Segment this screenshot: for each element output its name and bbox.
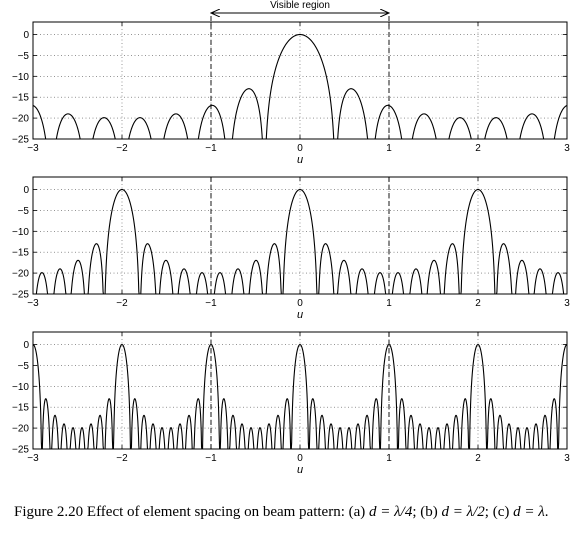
y-tick-label: −20 [12,114,29,125]
panel-b: −3 −2 −1 0 1 2 30−5−10−15−20−25u [12,176,570,321]
y-tick-label: −25 [12,445,29,456]
x-tick-label: 0 [297,143,303,154]
x-tick-label: −3 [27,298,39,309]
x-tick-label: 0 [297,298,303,309]
x-tick-label: 2 [475,453,481,464]
y-tick-label: 0 [23,340,29,351]
y-tick-label: −25 [12,135,29,146]
x-tick-label: −2 [116,143,128,154]
x-tick-label: −2 [116,453,128,464]
y-tick-label: −5 [18,361,30,372]
y-tick-label: −15 [12,403,29,414]
y-tick-label: 0 [23,30,29,41]
x-axis-label: u [297,464,303,476]
caption-c-prefix: ; (c) [484,504,514,520]
x-tick-label: 2 [475,298,481,309]
caption-b: d = λ/2 [441,504,485,520]
caption-c: d = λ [513,504,545,520]
x-tick-label: 2 [475,143,481,154]
y-tick-label: −10 [12,227,29,238]
x-tick-label: 0 [297,453,303,464]
y-tick-label: 0 [23,185,29,196]
x-tick-label: 3 [564,298,570,309]
visible-region-label: Visible region [270,0,330,11]
caption-label: Figure 2.20 [14,504,84,520]
y-tick-label: −5 [18,51,30,62]
x-tick-label: −1 [205,143,217,154]
y-tick-label: −15 [12,248,29,259]
x-axis-label: u [297,154,303,166]
y-tick-label: −15 [12,93,29,104]
x-tick-label: 1 [386,298,392,309]
x-tick-label: 1 [386,143,392,154]
y-tick-label: −20 [12,269,29,280]
x-tick-label: −3 [27,453,39,464]
x-tick-label: 3 [564,453,570,464]
y-tick-label: −10 [12,72,29,83]
y-tick-label: −5 [18,206,30,217]
y-tick-label: −10 [12,382,29,393]
x-axis-label: u [297,309,303,321]
x-tick-label: 1 [386,453,392,464]
caption-text: Effect of element spacing on beam patter… [86,504,370,520]
figure-caption: Figure 2.20 Effect of element spacing on… [14,503,574,522]
beam-pattern-line [33,343,567,449]
x-tick-label: −3 [27,143,39,154]
beam-pattern-line [33,33,567,139]
caption-a: d = λ/4 [369,504,413,520]
panel-c: −3 −2 −1 0 1 2 30−5−10−15−20−25u [12,331,570,476]
y-tick-label: −25 [12,290,29,301]
caption-b-prefix: ; (b) [412,504,442,520]
beam-pattern-line [33,188,567,294]
x-tick-label: −1 [205,298,217,309]
caption-end: . [544,504,549,520]
x-tick-label: −1 [205,453,217,464]
x-tick-label: 3 [564,143,570,154]
x-tick-label: −2 [116,298,128,309]
y-tick-label: −20 [12,424,29,435]
